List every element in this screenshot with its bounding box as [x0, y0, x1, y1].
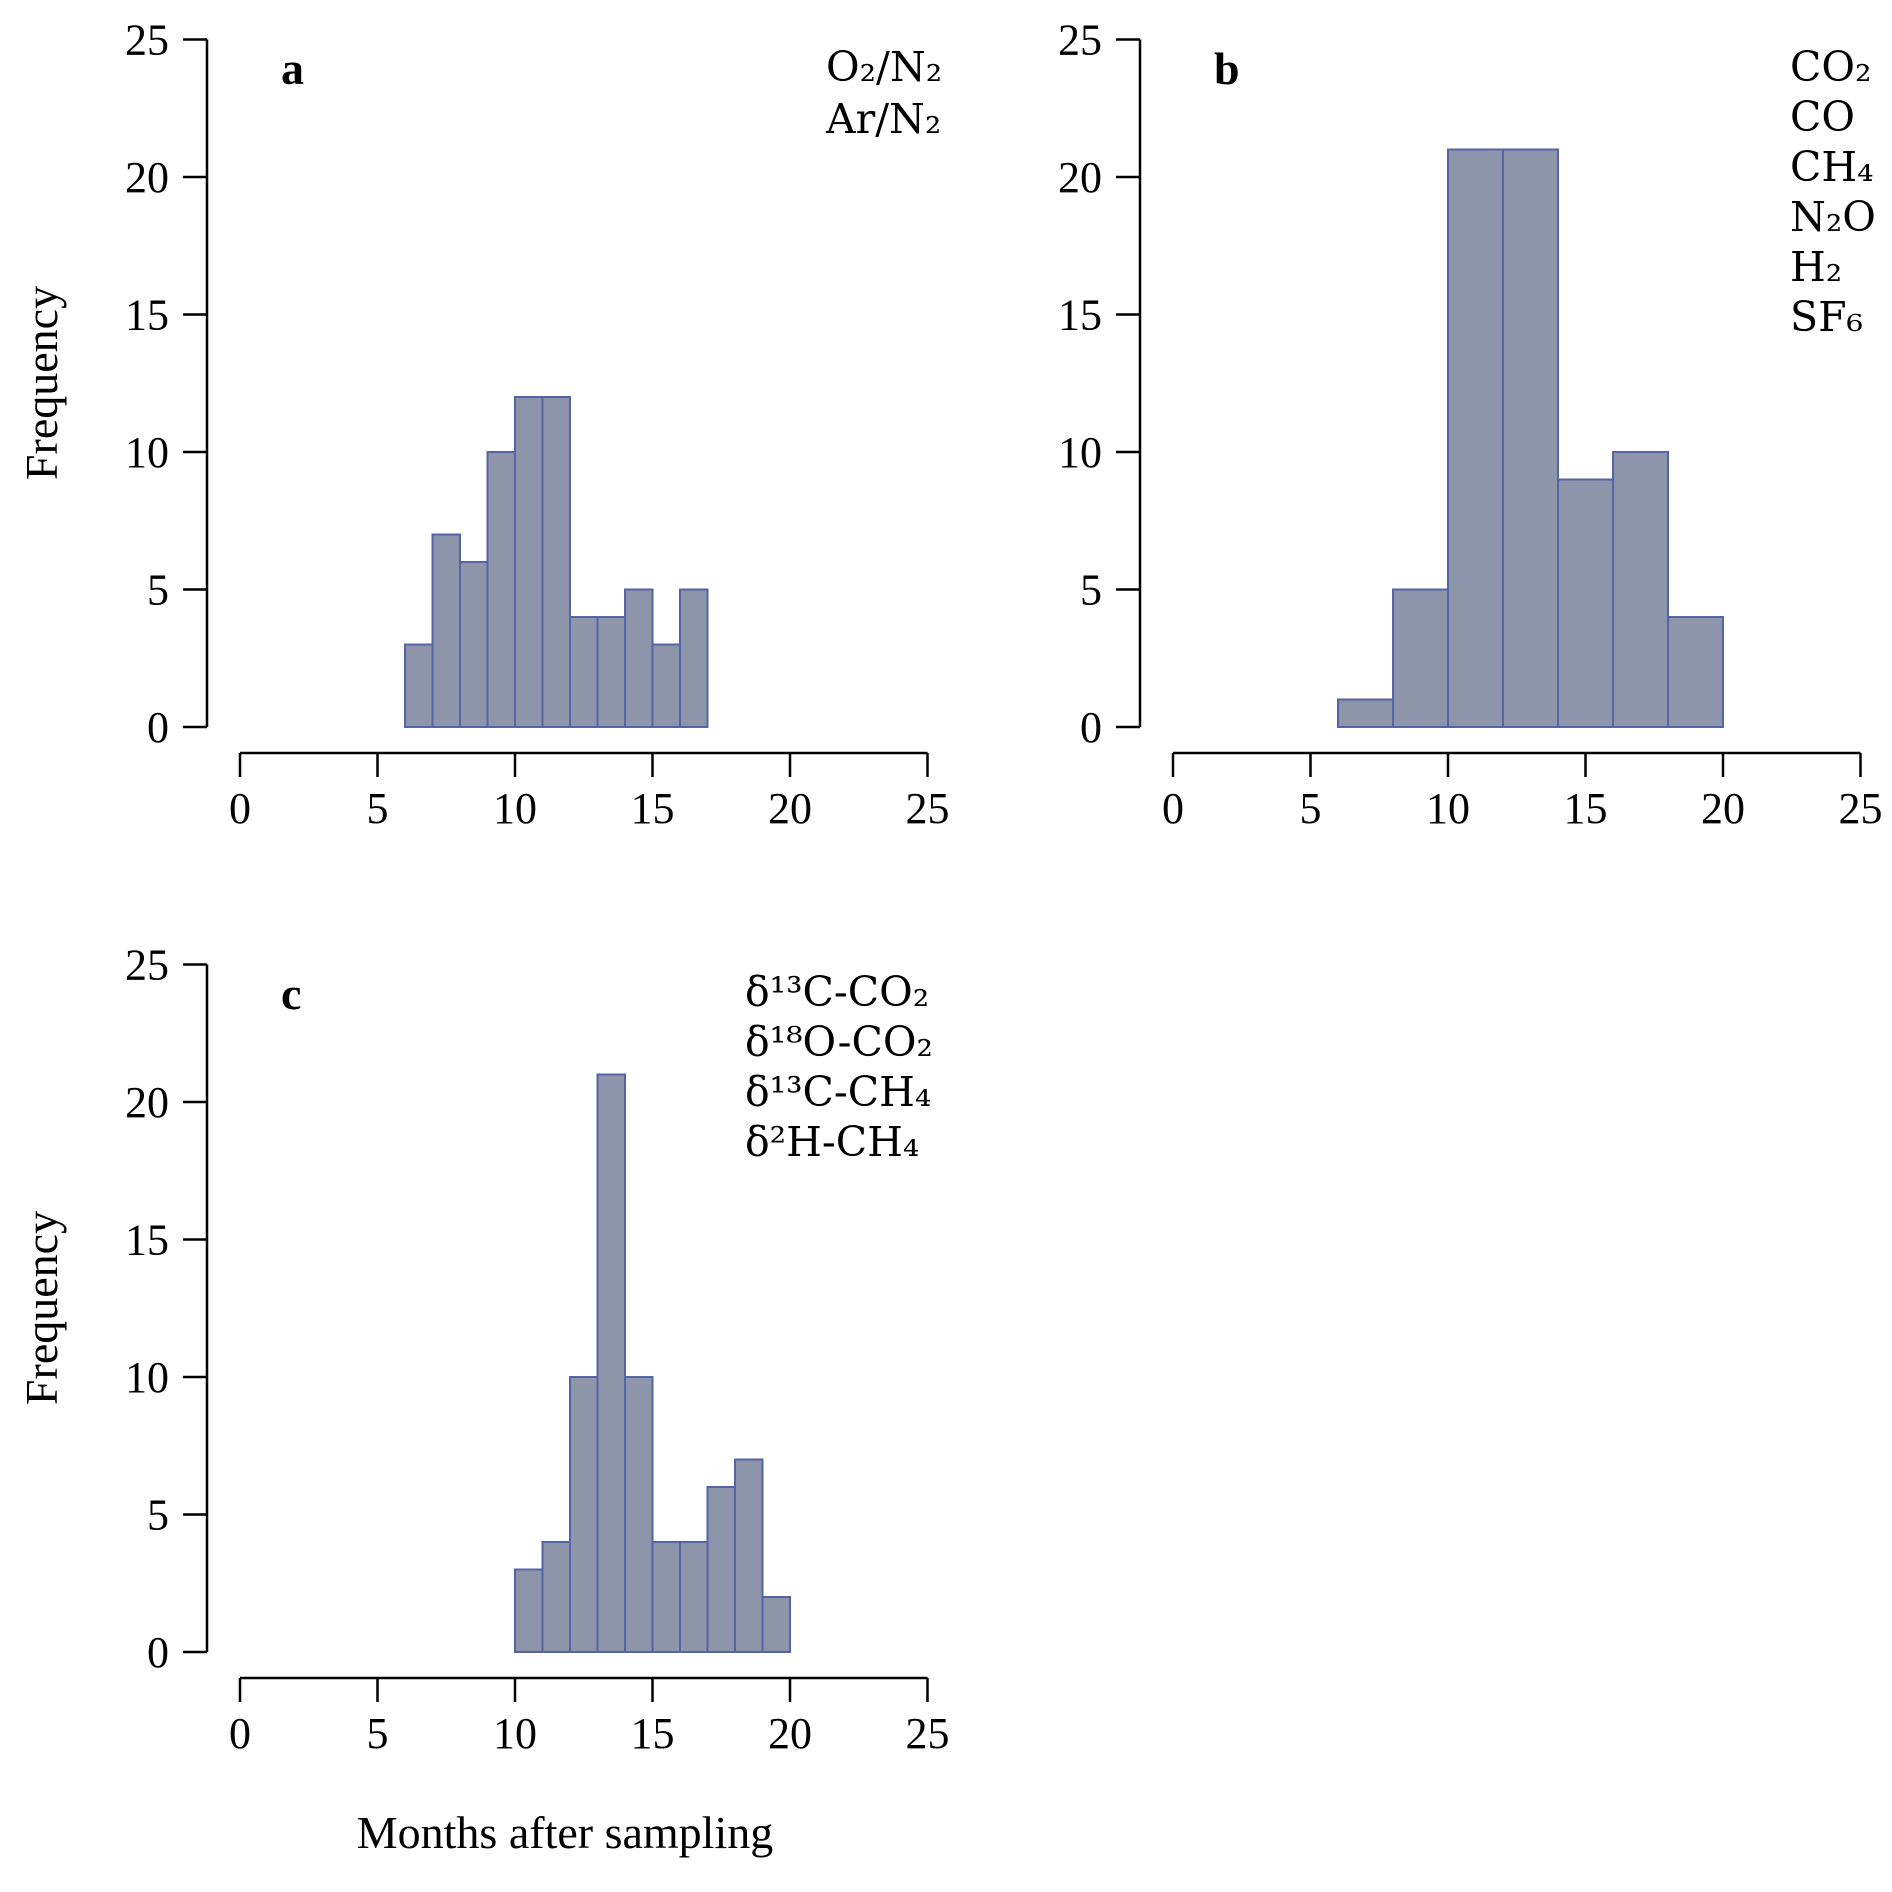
x-tick-label: 20: [768, 784, 812, 833]
legend-entry: CH₄: [1790, 143, 1874, 191]
y-tick-label: 25: [125, 941, 169, 990]
x-tick-label: 15: [631, 1709, 675, 1758]
panel-c-ylabel: Frequency: [16, 1211, 67, 1405]
legend-entry: δ¹³C-CH₄: [745, 1068, 931, 1116]
x-tick-label: 15: [631, 784, 675, 833]
histogram-bar: [514, 396, 544, 728]
x-tick-label: 20: [1701, 784, 1745, 833]
y-tick-label: 5: [147, 566, 169, 615]
panel-b-legend: CO₂ CO CH₄ N₂O H₂ SF₆: [1790, 43, 1876, 341]
x-tick-label: 0: [229, 784, 251, 833]
y-tick-label: 10: [1058, 428, 1102, 477]
legend-entry: N₂O: [1790, 193, 1876, 241]
panel-c: 0 5 10 15 20 25 0 5 10 15 20 25 c Frequency δ¹³C-CO…: [16, 941, 950, 1859]
panel-a: 0 5 10 15 20 25 0 5 10 15 20 25 a Frequency O₂/N₂ A…: [16, 16, 950, 834]
x-tick-label: 25: [906, 1709, 950, 1758]
x-tick-label: 25: [1839, 784, 1883, 833]
legend-entry: SF₆: [1790, 293, 1863, 341]
y-tick-label: 0: [147, 1628, 169, 1677]
x-tick-label: 5: [1300, 784, 1322, 833]
y-tick-label: 10: [125, 1353, 169, 1402]
histogram-bar: [404, 643, 434, 728]
histogram-bar: [486, 451, 516, 728]
x-tick-label: 15: [1564, 784, 1608, 833]
y-tick-label: 20: [125, 1078, 169, 1127]
y-tick-label: 10: [125, 428, 169, 477]
histogram-bar: [761, 1596, 791, 1653]
y-tick-label: 20: [1058, 153, 1102, 202]
y-tick-label: 5: [147, 1491, 169, 1540]
histogram-bar: [541, 396, 571, 728]
histogram-bar: [596, 1073, 626, 1653]
histogram-bar: [459, 561, 489, 728]
histogram-bar: [679, 588, 709, 728]
y-tick-label: 0: [147, 703, 169, 752]
histogram-bar: [1502, 148, 1559, 728]
y-tick-label: 15: [125, 1216, 169, 1265]
panel-a-bars: [404, 396, 709, 728]
x-tick-label: 25: [906, 784, 950, 833]
histogram-bar: [706, 1486, 736, 1653]
histogram-bar: [651, 1541, 681, 1653]
panel-b-axes: 0 5 10 15 20 25 0 5 10 15 20 25: [1058, 16, 1883, 834]
histogram-bar: [1612, 451, 1669, 728]
legend-entry: Ar/N₂: [825, 95, 941, 143]
y-tick-label: 20: [125, 153, 169, 202]
histogram-bar: [569, 616, 599, 728]
panel-a-ylabel: Frequency: [16, 286, 67, 480]
x-tick-label: 5: [367, 784, 389, 833]
y-tick-label: 5: [1080, 566, 1102, 615]
legend-entry: H₂: [1790, 243, 1842, 291]
legend-entry: δ¹⁸O-CO₂: [745, 1018, 933, 1066]
legend-entry: CO: [1790, 93, 1855, 141]
histogram-bar: [1392, 588, 1449, 728]
x-tick-label: 10: [1426, 784, 1470, 833]
x-tick-label: 5: [367, 1709, 389, 1758]
panel-a-letter: a: [281, 43, 304, 94]
legend-entry: δ²H-CH₄: [745, 1118, 919, 1166]
histogram-bar: [651, 643, 681, 728]
x-tick-label: 0: [1162, 784, 1184, 833]
y-tick-label: 15: [1058, 291, 1102, 340]
histogram-bar: [1447, 148, 1504, 728]
y-tick-label: 25: [125, 16, 169, 65]
histogram-bar: [431, 533, 461, 728]
panel-b: 0 5 10 15 20 25 0 5 10 15 20 25 b CO₂ CO CH₄ N₂O H₂…: [1058, 16, 1883, 834]
x-tick-label: 10: [493, 1709, 537, 1758]
panel-c-legend: δ¹³C-CO₂ δ¹⁸O-CO₂ δ¹³C-CH₄ δ²H-CH₄: [745, 968, 933, 1166]
panel-c-bars: [514, 1073, 791, 1653]
histogram-bar: [1337, 698, 1394, 728]
panel-c-axes: 0 5 10 15 20 25 0 5 10 15 20 25: [125, 941, 950, 1759]
histogram-bar: [596, 616, 626, 728]
histogram-bar: [679, 1541, 709, 1653]
histogram-bar: [1667, 616, 1724, 728]
panel-b-letter: b: [1214, 43, 1240, 94]
histogram-bar: [541, 1541, 571, 1653]
x-tick-label: 10: [493, 784, 537, 833]
y-tick-label: 25: [1058, 16, 1102, 65]
legend-entry: CO₂: [1790, 43, 1871, 91]
y-tick-label: 0: [1080, 703, 1102, 752]
histogram-bar: [734, 1458, 764, 1653]
x-tick-label: 0: [229, 1709, 251, 1758]
panel-a-axes: 0 5 10 15 20 25 0 5 10 15 20 25: [125, 16, 950, 834]
histogram-bar: [624, 588, 654, 728]
panel-c-letter: c: [281, 968, 301, 1019]
panel-b-bars: [1337, 148, 1724, 728]
legend-entry: O₂/N₂: [826, 43, 942, 91]
y-tick-label: 15: [125, 291, 169, 340]
legend-entry: δ¹³C-CO₂: [745, 968, 929, 1016]
x-tick-label: 20: [768, 1709, 812, 1758]
histogram-bar: [624, 1376, 654, 1653]
histogram-bar: [514, 1568, 544, 1653]
histogram-bar: [1557, 478, 1614, 728]
x-axis-title: Months after sampling: [357, 1807, 774, 1858]
panel-a-legend: O₂/N₂ Ar/N₂: [825, 43, 942, 143]
histogram-bar: [569, 1376, 599, 1653]
